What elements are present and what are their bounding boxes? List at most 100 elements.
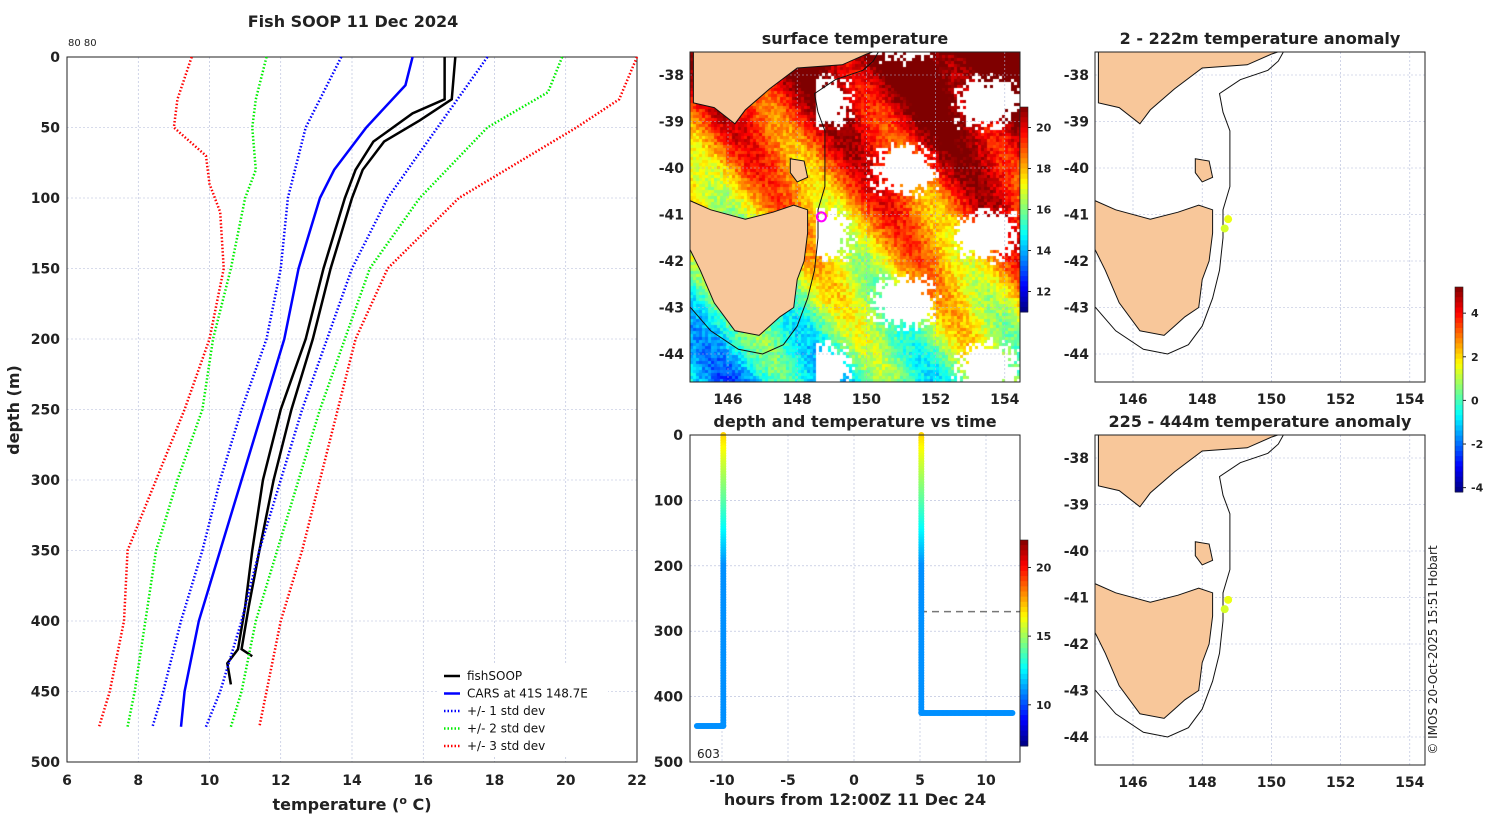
time-colorbar-swatch (1020, 596, 1028, 603)
sst-colorbar-swatch (1020, 122, 1028, 128)
sst-colorbar-tick-label: 16 (1036, 204, 1052, 217)
series-line-fishsoop (240, 56, 457, 658)
sst-colorbar-swatch (1020, 107, 1028, 113)
flinders-island (1194, 541, 1214, 566)
lon-tick-label: 152 (921, 392, 950, 408)
anomaly-colorbar-tick-label: 2 (1471, 351, 1479, 364)
time-colorbar-frame (1019, 539, 1029, 747)
time-colorbar-swatch (1020, 612, 1028, 618)
sst-colorbar-swatch (1020, 142, 1028, 149)
sst-colorbar-swatch (1020, 137, 1028, 144)
anomaly-colorbar-swatch (1455, 420, 1463, 426)
time-colorbar-swatch (1020, 617, 1028, 623)
sst-colorbar-swatch (1020, 148, 1028, 154)
time-colorbar-tick-label: 15 (1036, 630, 1051, 643)
anomaly-colorbar-swatch (1455, 307, 1463, 314)
sst-colorbar-tick-label: 18 (1036, 163, 1051, 176)
anomaly-colorbar-swatch (1455, 363, 1463, 370)
sst-colorbar-swatch (1020, 194, 1028, 200)
anomaly-colorbar-tick-label: 4 (1471, 307, 1479, 320)
x-tick-label: 0 (849, 773, 859, 789)
anomaly-colorbar-swatch (1455, 425, 1463, 431)
time-colorbar-swatch (1020, 586, 1028, 592)
y-tick-label: 350 (31, 544, 60, 560)
series-line-fishsoop (225, 57, 446, 685)
flinders-island (789, 158, 809, 183)
vessel-position-marker (815, 211, 827, 223)
anomaly-colorbar-swatch (1455, 410, 1463, 416)
sst-colorbar-swatch (1020, 127, 1028, 134)
lon-tick-label: 154 (990, 392, 1019, 408)
time-colorbar-swatch (1020, 663, 1028, 670)
shelf-contour (690, 52, 879, 355)
lat-tick-label: -40 (659, 161, 685, 177)
anomaly-colorbar-swatch (1455, 348, 1463, 355)
time-colorbar-swatch (1020, 658, 1028, 665)
y-tick-label: 500 (31, 755, 60, 771)
legend-entry: +/- 3 std dev (467, 739, 545, 753)
lat-tick-label: -40 (1064, 161, 1090, 177)
anomaly-colorbar-swatch (1455, 445, 1463, 452)
x-tick-label: 5 (915, 773, 925, 789)
x-tick-label: 12 (271, 773, 290, 789)
degree-sup: o (399, 794, 407, 807)
time-colorbar-swatch (1020, 668, 1028, 675)
sst-colorbar-swatch (1020, 291, 1028, 298)
sst-colorbar-swatch (1020, 281, 1028, 287)
time-colorbar-swatch (1020, 550, 1028, 556)
legend-entry: CARS at 41S 148.7E (467, 687, 588, 701)
anomaly-colorbar-swatch (1455, 317, 1463, 324)
anomaly-colorbar-swatch (1455, 481, 1463, 488)
anomaly-colorbar-swatch (1455, 471, 1463, 478)
lon-tick-label: 148 (1188, 775, 1217, 791)
anomaly-colorbar-swatch (1455, 302, 1463, 308)
time-plot-title: depth and temperature vs time (713, 412, 996, 431)
y-tick-label: 0 (50, 50, 60, 66)
lon-tick-label: 154 (1395, 392, 1424, 408)
time-colorbar-swatch (1020, 540, 1028, 546)
x-tick-label: 16 (414, 773, 433, 789)
time-colorbar-tick-label: 20 (1036, 561, 1052, 574)
sst-colorbar-swatch (1020, 158, 1028, 164)
sst-colorbar-swatch (1020, 153, 1028, 159)
lat-tick-label: -38 (1064, 451, 1089, 467)
anomaly-colorbar-swatch (1455, 328, 1463, 334)
anomaly-colorbar-swatch (1455, 292, 1463, 298)
anomaly-colorbar-swatch (1455, 389, 1463, 396)
sst-colorbar-swatch (1020, 235, 1028, 241)
sst-colorbar-swatch (1020, 209, 1028, 216)
map-content (1095, 435, 1425, 765)
sst-colorbar-swatch (1020, 271, 1028, 277)
x-tick-label: 10 (200, 773, 220, 789)
anomaly-colorbar-swatch (1455, 440, 1463, 447)
lat-tick-label: -41 (1064, 208, 1089, 224)
lat-tick-label: -42 (1064, 254, 1089, 270)
anomaly-colorbar-swatch (1455, 430, 1463, 437)
anomaly-colorbar-swatch (1455, 312, 1463, 319)
y-tick-label: 450 (31, 685, 60, 701)
sst-colorbar-swatch (1020, 240, 1028, 246)
anomaly-colorbar-swatch (1455, 322, 1463, 329)
time-colorbar-swatch (1020, 735, 1028, 742)
lat-tick-label: -43 (1064, 684, 1089, 700)
x-axis-label: temperature (o C) (272, 794, 431, 814)
time-colorbar-swatch (1020, 653, 1028, 659)
x-tick-label: 22 (627, 773, 646, 789)
anomaly-colorbar-swatch (1455, 461, 1463, 467)
time-colorbar-swatch (1020, 643, 1028, 649)
series-line--1-std-dev (151, 56, 343, 728)
sst-colorbar-swatch (1020, 168, 1028, 175)
time-colorbar-swatch (1020, 699, 1028, 706)
lon-tick-label: 152 (1326, 775, 1355, 791)
time-colorbar-swatch (1020, 581, 1028, 587)
anomaly-point (1224, 215, 1233, 224)
y-tick-label: 100 (31, 191, 60, 207)
time-colorbar-swatch (1020, 560, 1028, 567)
sst-colorbar-swatch (1020, 276, 1028, 282)
anomaly-colorbar-swatch (1455, 415, 1463, 421)
x-tick-label: 10 (976, 773, 996, 789)
lon-tick-label: 146 (713, 392, 742, 408)
y-tick-label: 100 (654, 493, 683, 509)
sst-colorbar-swatch (1020, 250, 1028, 257)
